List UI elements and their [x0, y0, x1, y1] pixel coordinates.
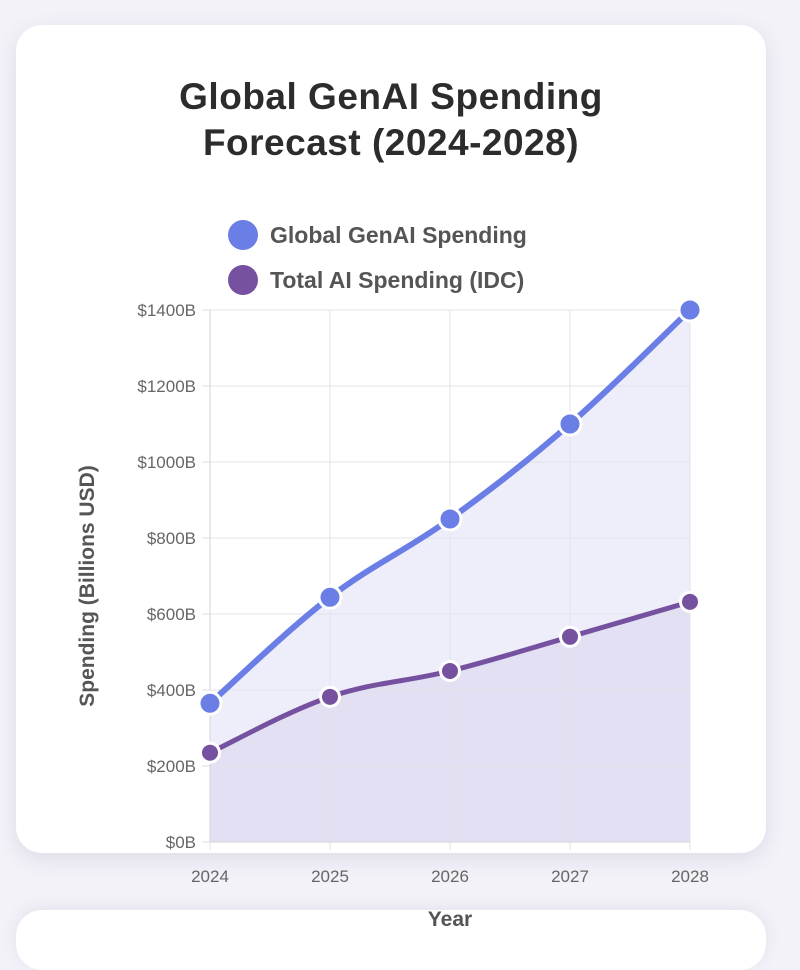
y-tick-label: $1400B: [137, 301, 196, 320]
legend-swatch-global-genai: [228, 220, 258, 250]
data-point-0-2[interactable]: [437, 506, 463, 532]
data-point-1-1[interactable]: [319, 685, 341, 708]
y-tick-label: $400B: [147, 681, 196, 700]
y-tick-label: $1200B: [137, 377, 196, 396]
line-chart: $0B $200B $400B $600B $800B $1000B $1200B $1400…: [76, 297, 709, 931]
data-point-0-0[interactable]: [197, 690, 223, 716]
chart-title: Global GenAI Spending Forecast (2024-202…: [16, 74, 766, 166]
x-axis-title: Year: [428, 908, 472, 931]
data-point-1-0[interactable]: [199, 741, 221, 764]
x-tick-label: 2027: [551, 867, 589, 886]
chart-title-line-1: Global GenAI Spending: [179, 76, 603, 117]
legend-item-global-genai[interactable]: Global GenAI Spending: [228, 218, 527, 252]
y-tick-label: $0B: [166, 833, 196, 852]
x-tick-label: 2028: [671, 867, 709, 886]
chart-title-line-2: Forecast (2024-2028): [202, 122, 580, 163]
data-point-0-4[interactable]: [677, 297, 703, 323]
x-tick-label: 2025: [311, 867, 349, 886]
y-tick-label: $800B: [147, 529, 196, 548]
x-tick-label: 2024: [191, 867, 229, 886]
legend-label-global-genai: Global GenAI Spending: [270, 221, 527, 248]
data-point-0-3[interactable]: [557, 411, 583, 437]
data-point-1-4[interactable]: [679, 590, 701, 613]
y-tick-label: $600B: [147, 605, 196, 624]
legend-item-total-ai[interactable]: Total AI Spending (IDC): [228, 263, 524, 297]
legend-label-total-ai: Total AI Spending (IDC): [270, 266, 525, 293]
data-point-1-3[interactable]: [559, 625, 581, 648]
data-point-1-2[interactable]: [439, 660, 461, 682]
x-tick-label: 2026: [431, 867, 469, 886]
data-point-0-1[interactable]: [317, 584, 343, 610]
y-tick-label: $1000B: [137, 453, 196, 472]
y-axis-title: Spending (Billions USD): [76, 465, 99, 707]
y-tick-label: $200B: [147, 757, 196, 776]
legend-swatch-total-ai: [228, 265, 258, 295]
